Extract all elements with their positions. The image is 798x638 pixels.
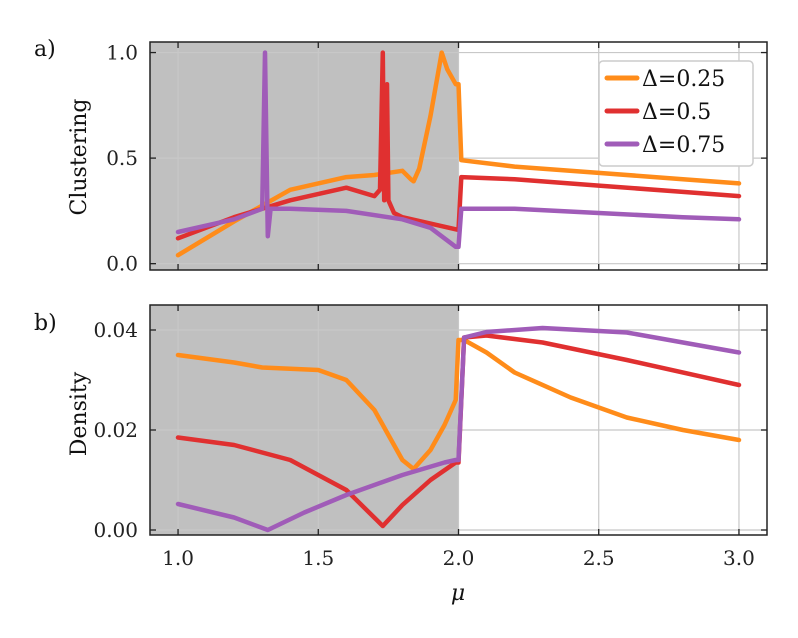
panel-b-y-axis-label: Density	[67, 371, 92, 456]
legend-label-1: Δ=0.5	[642, 100, 711, 125]
panel-b-ticks: 1.0 1.5 2.0 2.5 3.0 0.00 0.02 0.04	[93, 305, 767, 570]
x-tick-label: 2.5	[583, 546, 615, 570]
series-line-0	[175, 337, 742, 472]
series-line-2	[175, 325, 742, 533]
series-line-2	[175, 50, 742, 250]
series-line-0	[175, 50, 742, 258]
panel-a-y-axis-label: Clustering	[67, 99, 92, 216]
y-tick-label: 0.00	[93, 518, 138, 542]
panel-b-label: b)	[34, 311, 57, 336]
panel-a-clustering: 0.0 0.5 1.0 a) Clustering Δ=0.25 Δ=0.5 Δ=0…	[34, 37, 768, 276]
panel-b-series	[175, 325, 742, 533]
series-line-1	[175, 333, 742, 529]
panel-b-shaded-region	[150, 305, 459, 535]
panel-a-series	[175, 50, 742, 258]
x-axis-label: μ	[451, 581, 465, 606]
x-tick-label: 3.0	[723, 546, 755, 570]
panel-a-label: a)	[34, 37, 56, 62]
legend-label-2: Δ=0.75	[642, 133, 725, 158]
legend: Δ=0.25 Δ=0.5 Δ=0.75	[598, 60, 754, 167]
x-tick-label: 1.0	[162, 546, 194, 570]
x-tick-label: 2.0	[443, 546, 475, 570]
y-tick-label: 0.02	[93, 418, 138, 442]
y-tick-label: 1.0	[106, 41, 138, 65]
legend-label-0: Δ=0.25	[642, 67, 725, 92]
y-tick-label: 0.04	[93, 318, 138, 342]
x-tick-label: 1.5	[302, 546, 334, 570]
y-tick-label: 0.0	[106, 252, 138, 276]
panel-a-ticks: 0.0 0.5 1.0	[106, 41, 767, 276]
y-tick-label: 0.5	[106, 146, 138, 170]
series-line-1	[175, 50, 742, 241]
panel-b-density: 1.0 1.5 2.0 2.5 3.0 0.00 0.02 0.04 b) Density μ	[34, 304, 768, 606]
legend-box	[598, 60, 754, 167]
panel-a-shaded-region	[150, 42, 459, 270]
